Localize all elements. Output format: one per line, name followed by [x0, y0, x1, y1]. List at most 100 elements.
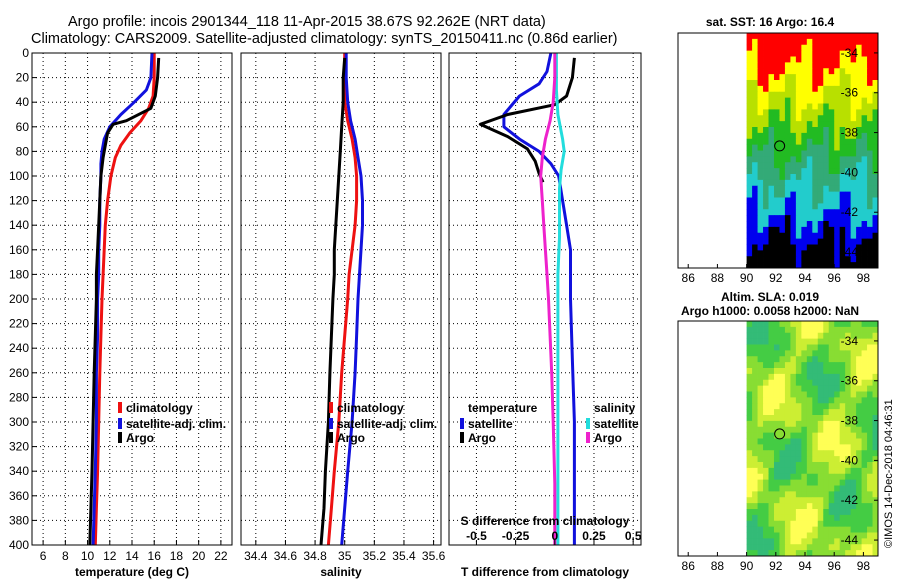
lon-tick-label: 98: [857, 559, 871, 573]
map-cell: [746, 38, 753, 46]
map-cell: [834, 326, 841, 334]
map-cell: [856, 385, 862, 392]
map-cell: [839, 409, 846, 416]
map-cell: [834, 426, 841, 434]
map-cell: [768, 238, 775, 245]
map-cell: [779, 44, 786, 52]
map-cell: [812, 409, 819, 416]
map-cell: [790, 103, 797, 110]
map-cell: [784, 403, 791, 410]
map-cell: [768, 391, 775, 398]
map-cell: [757, 232, 764, 240]
map-cell: [763, 238, 769, 245]
map-cell: [856, 103, 862, 110]
map-cell: [806, 538, 813, 545]
map-cell: [768, 450, 775, 457]
map-cell: [856, 215, 862, 222]
map-cell: [850, 444, 857, 451]
map-cell: [872, 509, 879, 516]
map-cell: [790, 338, 797, 345]
map-cell: [834, 262, 841, 269]
map-cell: [795, 215, 802, 222]
map-cell: [845, 97, 852, 104]
map-cell: [828, 456, 835, 463]
map-cell: [828, 450, 835, 457]
map-cell: [763, 97, 769, 104]
map-cell: [768, 462, 775, 469]
map-cell: [817, 56, 824, 63]
map-cell: [784, 379, 791, 387]
map-cell: [839, 497, 846, 504]
map-cell: [845, 179, 852, 187]
map-cell: [795, 403, 802, 410]
map-cell: [779, 385, 786, 392]
map-cell: [817, 132, 824, 140]
map-cell: [856, 185, 862, 193]
map-cell: [839, 226, 846, 234]
map-cell: [746, 62, 753, 69]
map-cell: [801, 226, 808, 234]
map-cell: [845, 532, 852, 539]
map-cell: [757, 426, 764, 434]
map-cell: [812, 321, 819, 328]
map-cell: [779, 191, 786, 198]
map-cell: [768, 191, 775, 198]
map-cell: [784, 103, 791, 110]
map-cell: [773, 74, 780, 81]
map-cell: [850, 544, 857, 551]
map-cell: [784, 50, 791, 57]
map-cell: [757, 420, 764, 428]
map-cell: [795, 391, 802, 398]
map-cell: [856, 538, 862, 545]
map-cell: [867, 115, 873, 122]
map-cell: [779, 80, 786, 87]
map-cell: [817, 185, 824, 193]
map-cell: [845, 426, 852, 434]
map-cell: [867, 262, 873, 269]
map-cell: [752, 250, 758, 257]
x-tick-label: 14: [125, 549, 139, 563]
map-cell: [845, 503, 852, 510]
map-cell: [834, 91, 841, 99]
map-cell: [817, 33, 824, 40]
map-cell: [856, 33, 862, 40]
map-cell: [817, 444, 824, 451]
map-cell: [812, 103, 819, 110]
map-cell: [867, 362, 873, 369]
series-line-salinity-argo: [539, 53, 557, 545]
lat-tick-label: -42: [841, 493, 859, 507]
map-cell: [850, 109, 857, 116]
map-cell: [823, 132, 830, 140]
map-cell: [801, 103, 808, 110]
map-cell: [784, 80, 791, 87]
lon-tick-label: 92: [769, 271, 783, 285]
map-cell: [823, 33, 830, 40]
lon-tick-label: 96: [828, 559, 842, 573]
map-cell: [779, 332, 786, 340]
map-cell: [839, 56, 846, 63]
map-cell: [768, 138, 775, 146]
map-cell: [773, 62, 780, 69]
map-cell: [746, 156, 753, 163]
map-cell: [839, 127, 846, 134]
map-cell: [834, 509, 841, 516]
map-cell: [867, 444, 873, 451]
map-cell: [746, 491, 753, 498]
map-cell: [845, 373, 852, 381]
map-cell: [812, 85, 819, 93]
map-cell: [746, 514, 753, 522]
map-cell: [763, 132, 769, 140]
legend-label-s-satellite: satellite: [594, 417, 639, 431]
map-cell: [817, 168, 824, 175]
map-cell: [872, 68, 879, 75]
map-cell: [773, 544, 780, 551]
map-cell: [867, 191, 873, 198]
map-cell: [850, 56, 857, 63]
map-cell: [763, 185, 769, 193]
map-cell: [861, 156, 868, 163]
map-cell: [845, 168, 852, 175]
map-cell: [834, 244, 841, 251]
map-cell: [872, 121, 879, 128]
map-cell: [834, 156, 841, 163]
map-cell: [817, 420, 824, 428]
